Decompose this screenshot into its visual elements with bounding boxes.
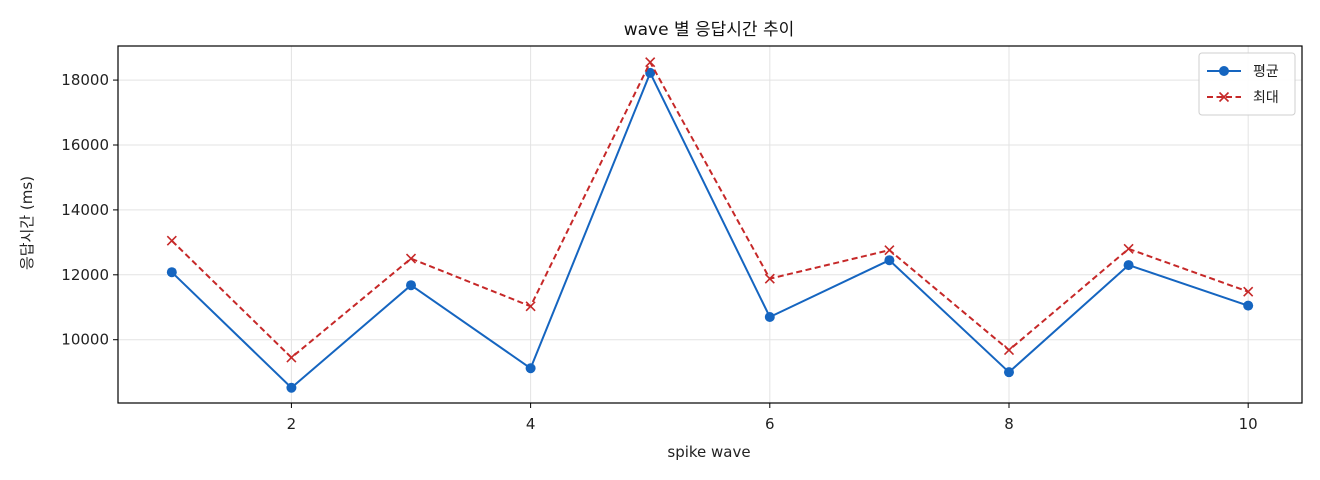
x-tick-label: 2 xyxy=(287,415,297,433)
x-tick-label: 10 xyxy=(1239,415,1258,433)
legend-box xyxy=(1198,52,1296,116)
y-tick-label: 10000 xyxy=(61,331,109,349)
data-point-x xyxy=(1003,345,1015,356)
legend-item: 평균 xyxy=(1207,64,1279,80)
data-point-dot xyxy=(645,67,656,78)
axis-ticks: 2 4 6 8 10 10000 12000 14000 16000 18000 xyxy=(61,71,1257,433)
y-tick-label: 14000 xyxy=(61,201,109,219)
data-point-x xyxy=(286,352,297,363)
data-point-dot xyxy=(525,363,536,374)
data-point-x xyxy=(645,57,656,68)
y-tick-label: 16000 xyxy=(61,136,109,154)
data-point-x xyxy=(884,245,895,256)
legend-label: 최대 xyxy=(1253,90,1279,106)
data-point-x xyxy=(1123,243,1134,254)
plot-frame xyxy=(117,45,1303,404)
x-axis-title: spike wave xyxy=(667,443,750,461)
data-point-dot xyxy=(1243,300,1254,311)
data-point-x xyxy=(166,235,177,246)
series-avg xyxy=(166,67,1254,393)
data-point-dot xyxy=(286,382,297,393)
series-line xyxy=(171,71,1249,389)
chart-title: wave 별 응답시간 추이 xyxy=(624,20,795,40)
legend-marker xyxy=(1219,66,1229,76)
data-point-x xyxy=(525,301,536,312)
data-point-dot xyxy=(406,280,417,291)
data-point-dot xyxy=(166,267,177,278)
data-point-dot xyxy=(884,255,895,266)
legend-label: 평균 xyxy=(1253,64,1279,80)
y-tick-label: 12000 xyxy=(61,266,109,284)
legend-marker xyxy=(1218,91,1230,103)
data-point-dot xyxy=(1003,367,1014,378)
y-tick-label: 18000 xyxy=(61,71,109,89)
data-point-x xyxy=(764,273,775,284)
grid xyxy=(118,46,1302,403)
series-layer xyxy=(166,57,1254,393)
series-line xyxy=(171,61,1249,359)
data-point-dot xyxy=(1123,260,1134,271)
data-point-x xyxy=(1243,286,1254,297)
data-point-dot xyxy=(764,311,775,322)
y-axis-title: 응답시간 (ms) xyxy=(18,176,36,270)
x-tick-label: 8 xyxy=(1004,415,1014,433)
data-point-x xyxy=(405,253,417,264)
series-max xyxy=(166,57,1254,363)
x-tick-label: 6 xyxy=(765,415,775,433)
legend-item: 최대 xyxy=(1207,90,1279,106)
x-tick-label: 4 xyxy=(526,415,536,433)
